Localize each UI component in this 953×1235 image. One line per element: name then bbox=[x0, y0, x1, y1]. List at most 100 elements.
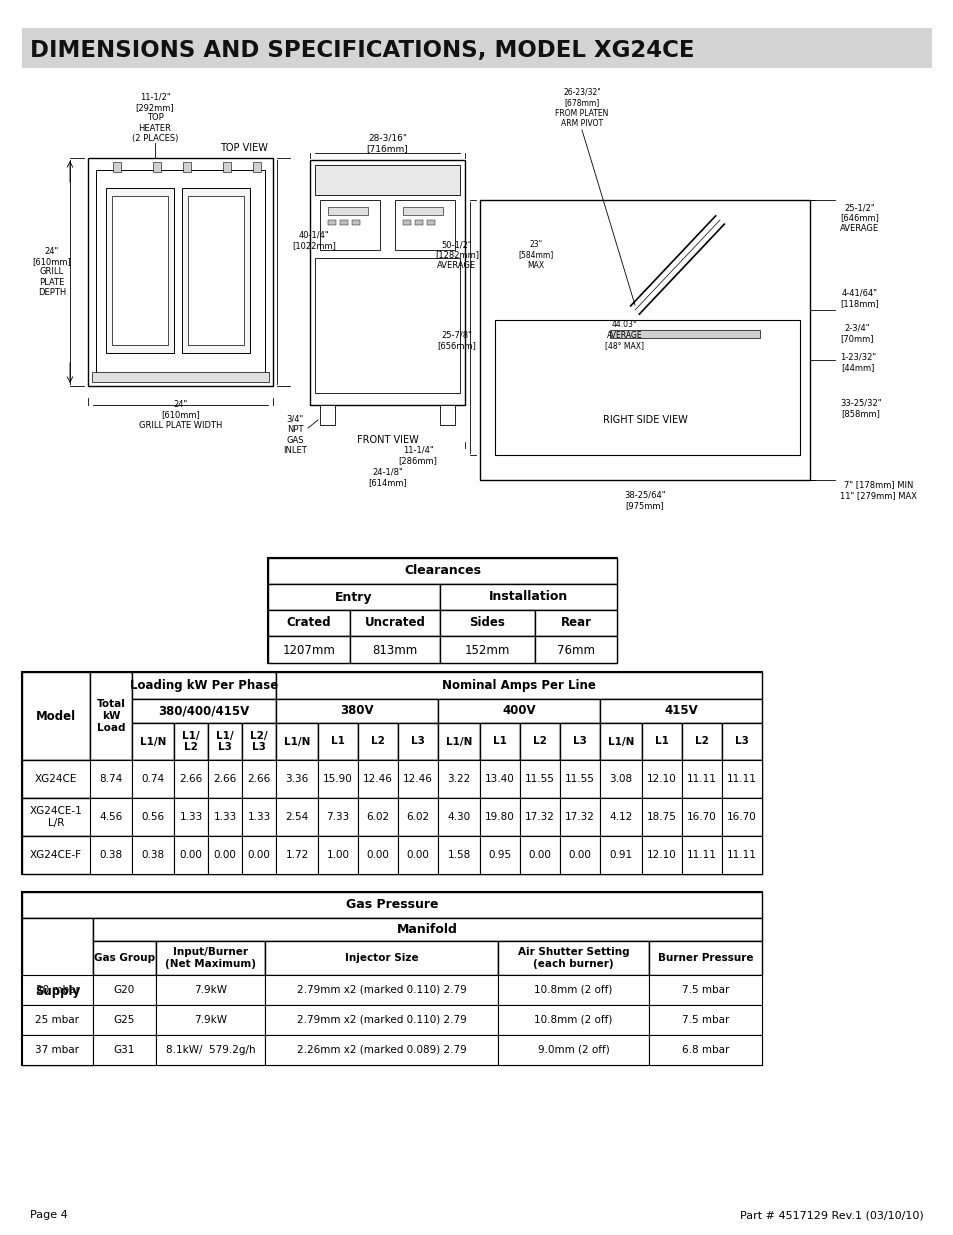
Text: 3/4"
NPT
GAS
INLET: 3/4" NPT GAS INLET bbox=[283, 415, 307, 456]
Bar bbox=[397, 760, 437, 798]
Bar bbox=[132, 760, 173, 798]
Text: 25-1/2"
[646mm]
AVERAGE: 25-1/2" [646mm] AVERAGE bbox=[840, 203, 879, 233]
Bar bbox=[641, 722, 681, 760]
Bar bbox=[22, 892, 761, 918]
Circle shape bbox=[764, 450, 774, 459]
Bar bbox=[96, 170, 265, 378]
Text: 37 mbar: 37 mbar bbox=[35, 1045, 79, 1055]
Bar bbox=[208, 760, 242, 798]
Bar bbox=[90, 798, 132, 836]
Bar bbox=[497, 941, 648, 974]
Text: Input/Burner
(Net Maximum): Input/Burner (Net Maximum) bbox=[165, 947, 255, 968]
Bar bbox=[314, 165, 459, 195]
Text: 25-7/8"
[656mm]: 25-7/8" [656mm] bbox=[437, 330, 476, 350]
Text: 40-1/4"
[1022mm]: 40-1/4" [1022mm] bbox=[292, 230, 335, 249]
Bar bbox=[268, 584, 439, 610]
Text: 2.79mm x2 (marked 0.110) 2.79: 2.79mm x2 (marked 0.110) 2.79 bbox=[296, 986, 466, 995]
Bar bbox=[721, 722, 761, 760]
Bar bbox=[328, 220, 335, 225]
Text: Nominal Amps Per Line: Nominal Amps Per Line bbox=[441, 679, 596, 692]
Bar bbox=[314, 258, 459, 393]
Text: 7.9kW: 7.9kW bbox=[193, 1015, 227, 1025]
Bar bbox=[88, 158, 273, 387]
Text: 380/400/415V: 380/400/415V bbox=[158, 704, 250, 718]
Text: 15.90: 15.90 bbox=[323, 774, 353, 784]
Bar bbox=[22, 974, 92, 1005]
Text: 13.40: 13.40 bbox=[485, 774, 515, 784]
Text: 1207mm: 1207mm bbox=[282, 643, 335, 657]
Text: 1.33: 1.33 bbox=[179, 811, 202, 823]
Text: 1.33: 1.33 bbox=[247, 811, 271, 823]
Text: 8.74: 8.74 bbox=[99, 774, 123, 784]
Bar bbox=[357, 836, 397, 874]
Text: FRONT VIEW: FRONT VIEW bbox=[356, 435, 418, 445]
Bar bbox=[497, 1005, 648, 1035]
Bar bbox=[437, 836, 479, 874]
Text: 380V: 380V bbox=[340, 704, 374, 718]
Text: 11-1/4"
[286mm]: 11-1/4" [286mm] bbox=[398, 446, 437, 464]
Bar bbox=[132, 836, 173, 874]
Text: 18.75: 18.75 bbox=[646, 811, 677, 823]
Bar bbox=[439, 636, 535, 663]
Text: 2-3/4"
[70mm]: 2-3/4" [70mm] bbox=[840, 324, 873, 342]
Text: Entry: Entry bbox=[335, 590, 373, 604]
Text: XG24CE: XG24CE bbox=[34, 774, 77, 784]
Bar bbox=[275, 836, 317, 874]
Bar bbox=[22, 760, 761, 798]
Bar bbox=[317, 722, 357, 760]
Bar bbox=[319, 200, 379, 249]
Bar bbox=[208, 836, 242, 874]
Bar bbox=[310, 161, 464, 405]
Text: 0.00: 0.00 bbox=[568, 850, 591, 860]
Text: 2.66: 2.66 bbox=[247, 774, 271, 784]
Bar bbox=[22, 1005, 92, 1035]
Bar bbox=[268, 558, 617, 584]
Bar bbox=[439, 584, 617, 610]
Text: 0.00: 0.00 bbox=[406, 850, 429, 860]
Text: 1.33: 1.33 bbox=[213, 811, 236, 823]
Text: 26-23/32"
[678mm]
FROM PLATEN
ARM PIVOT: 26-23/32" [678mm] FROM PLATEN ARM PIVOT bbox=[555, 88, 608, 128]
Bar bbox=[397, 836, 437, 874]
Text: 0.74: 0.74 bbox=[141, 774, 164, 784]
Bar bbox=[497, 974, 648, 1005]
Bar bbox=[242, 798, 275, 836]
Bar bbox=[559, 798, 599, 836]
Text: 33-25/32"
[858mm]: 33-25/32" [858mm] bbox=[840, 399, 881, 417]
Text: 813mm: 813mm bbox=[372, 643, 417, 657]
Bar bbox=[317, 836, 357, 874]
Bar bbox=[22, 28, 931, 68]
Bar bbox=[397, 798, 437, 836]
Text: 25 mbar: 25 mbar bbox=[35, 1015, 79, 1025]
Text: Page 4: Page 4 bbox=[30, 1210, 68, 1220]
Text: XG24CE-1
L/R: XG24CE-1 L/R bbox=[30, 806, 82, 827]
Bar bbox=[208, 798, 242, 836]
Bar bbox=[519, 836, 559, 874]
Bar bbox=[223, 162, 231, 172]
Bar bbox=[439, 405, 455, 425]
Text: 50-1/2"
[1282mm]
AVERAGE: 50-1/2" [1282mm] AVERAGE bbox=[435, 240, 478, 270]
Bar bbox=[132, 699, 275, 722]
Bar bbox=[265, 1035, 497, 1065]
Text: 8.1kW/  579.2g/h: 8.1kW/ 579.2g/h bbox=[166, 1045, 255, 1055]
Bar bbox=[497, 1035, 648, 1065]
Bar bbox=[519, 722, 559, 760]
Bar bbox=[173, 836, 208, 874]
Text: 16.70: 16.70 bbox=[686, 811, 716, 823]
Bar bbox=[268, 558, 617, 663]
Text: L3: L3 bbox=[735, 736, 748, 746]
Text: 152mm: 152mm bbox=[464, 643, 510, 657]
Text: G31: G31 bbox=[113, 1045, 135, 1055]
Text: 1-23/32"
[44mm]: 1-23/32" [44mm] bbox=[840, 352, 875, 372]
Text: 0.38: 0.38 bbox=[99, 850, 122, 860]
Bar bbox=[156, 1005, 265, 1035]
Text: 23"
[584mm]
MAX: 23" [584mm] MAX bbox=[517, 240, 553, 270]
Bar bbox=[437, 722, 479, 760]
Bar bbox=[275, 672, 761, 699]
Text: Sides: Sides bbox=[469, 616, 505, 630]
Bar bbox=[721, 760, 761, 798]
Text: Injector Size: Injector Size bbox=[344, 953, 417, 963]
Text: L1: L1 bbox=[331, 736, 345, 746]
Bar bbox=[352, 220, 359, 225]
Circle shape bbox=[629, 305, 639, 315]
Bar bbox=[641, 798, 681, 836]
